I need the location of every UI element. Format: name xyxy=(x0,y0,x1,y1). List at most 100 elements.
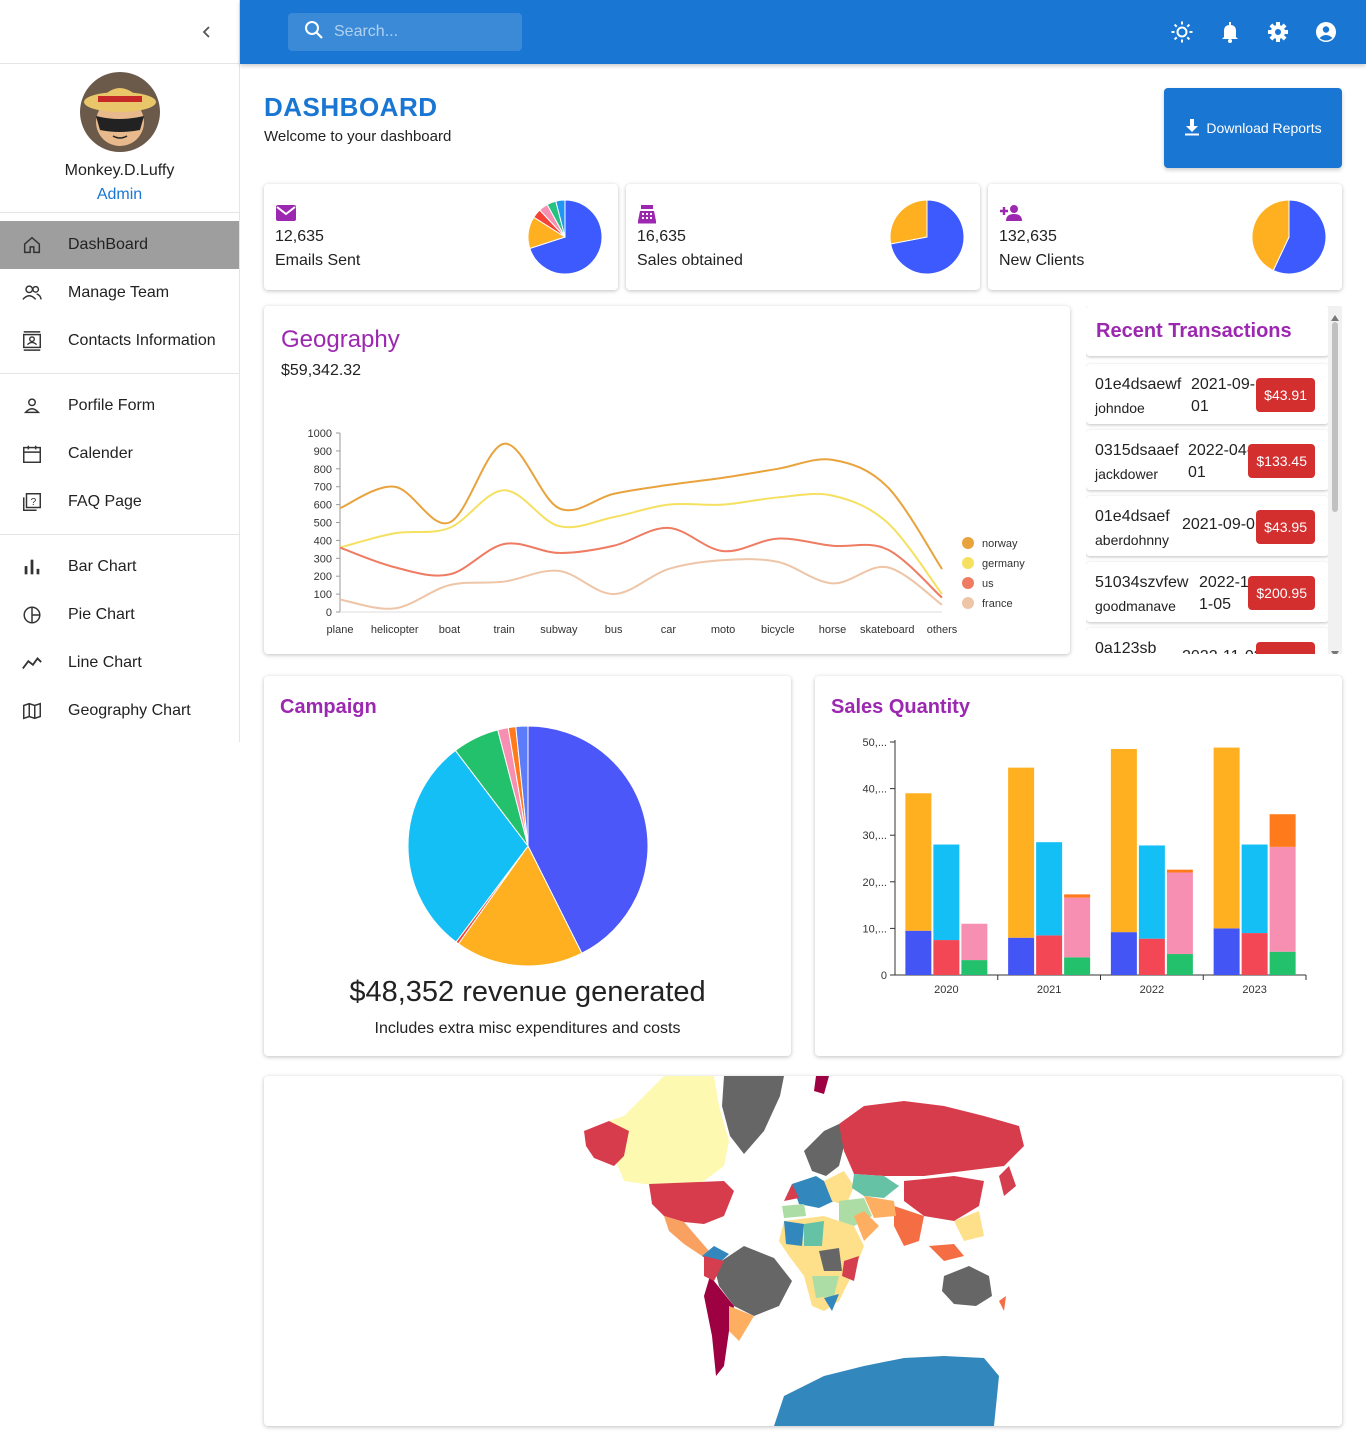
legend-label: us xyxy=(982,578,994,590)
light-mode-icon[interactable] xyxy=(1170,20,1194,44)
x-tick-label: moto xyxy=(711,624,735,636)
sidebar-item-label: DashBoard xyxy=(68,236,149,253)
avatar xyxy=(79,72,160,152)
transaction-row[interactable]: 51034szvfew goodmanave 2022-11-05 $200.9… xyxy=(1086,562,1329,622)
sidebar-item-label: Porfile Form xyxy=(68,397,156,414)
transactions-scrollbar[interactable] xyxy=(1328,306,1342,654)
search-input[interactable] xyxy=(334,23,504,41)
legend-swatch xyxy=(962,557,974,569)
point-of-sale-icon xyxy=(637,204,657,229)
campaign-pie-slice xyxy=(515,725,529,847)
y-tick-label: 0 xyxy=(881,970,887,982)
map-region xyxy=(649,1181,734,1224)
sidebar-item-label: Bar Chart xyxy=(68,558,137,575)
bar-segment xyxy=(1064,894,1091,898)
transaction-date: 2022-04-01 xyxy=(1188,442,1253,481)
stat-value: 132,635 xyxy=(999,228,1057,245)
bar-segment xyxy=(1110,932,1137,975)
line-chart-icon xyxy=(20,651,44,675)
sidebar-item-line-chart[interactable]: Line Chart xyxy=(0,639,239,687)
scroll-up-icon[interactable] xyxy=(1331,308,1339,326)
x-tick-label: bicycle xyxy=(761,624,795,636)
download-reports-button[interactable]: Download Reports xyxy=(1164,88,1342,168)
bar-segment xyxy=(1166,869,1193,873)
map-region xyxy=(784,1184,799,1201)
map-region xyxy=(839,1101,1024,1176)
transaction-date: 2021-09-01 xyxy=(1191,376,1256,415)
sidebar-item-label: Line Chart xyxy=(68,654,142,671)
sidebar-item-calendar[interactable]: Calender xyxy=(0,430,239,478)
sidebar-item-geography-chart[interactable]: Geography Chart xyxy=(0,687,239,735)
transaction-row[interactable]: 0a123sb 2022-11-02 $13.55 xyxy=(1086,628,1329,654)
geography-amount: $59,342.32 xyxy=(281,362,362,379)
bar-segment xyxy=(1241,933,1268,975)
sidebar-item-pie-chart[interactable]: Pie Chart xyxy=(0,591,239,639)
contacts-icon xyxy=(20,329,44,353)
bar-segment xyxy=(1008,767,1035,938)
y-tick-label: 800 xyxy=(314,464,332,476)
bar-segment xyxy=(1166,954,1193,975)
download-reports-label: Download Reports xyxy=(1206,120,1322,136)
account-icon[interactable] xyxy=(1314,20,1338,44)
stat-value: 12,635 xyxy=(275,228,324,245)
map-region xyxy=(702,1246,729,1266)
notifications-icon[interactable] xyxy=(1218,20,1242,44)
transactions-header: Recent Transactions xyxy=(1086,306,1329,356)
sales-bar-chart: 0 10,... 20,... 30,... 40,... 50,... 2020 2021 2… xyxy=(863,737,1307,996)
scroll-down-icon[interactable] xyxy=(1331,644,1339,654)
stat-pie-emails xyxy=(527,199,603,275)
map-region xyxy=(824,1171,854,1206)
y-tick-label: 900 xyxy=(314,446,332,458)
x-tick-label: 2023 xyxy=(1242,984,1266,996)
transaction-row[interactable]: 0315dsaaef jackdower 2022-04-01 $133.45 xyxy=(1086,430,1329,490)
transaction-row[interactable]: 01e4dsaewf johndoe 2021-09-01 $43.91 xyxy=(1086,364,1329,424)
chevron-left-icon[interactable] xyxy=(197,22,217,42)
bar-segment xyxy=(1269,846,1296,952)
bar-segment xyxy=(905,793,932,931)
geography-line-card: Geography $59,342.32 0 100 200 300 400 500 600… xyxy=(264,306,1070,654)
map-region xyxy=(604,1076,729,1186)
map-region xyxy=(804,1221,824,1246)
sidebar-item-profile-form[interactable]: Porfile Form xyxy=(0,382,239,430)
x-tick-label: horse xyxy=(819,624,847,636)
y-tick-label: 400 xyxy=(314,535,332,547)
stat-pie-clients xyxy=(1251,199,1327,275)
search-box[interactable] xyxy=(288,13,522,51)
stat-label: New Clients xyxy=(999,252,1085,269)
line-series-norway xyxy=(339,442,943,570)
bar-segment xyxy=(961,923,988,961)
stat-value: 16,635 xyxy=(637,228,686,245)
stat-card-clients: 132,635 New Clients xyxy=(988,184,1342,290)
settings-icon[interactable] xyxy=(1266,20,1290,44)
sidebar-item-manage-team[interactable]: Manage Team xyxy=(0,269,239,317)
transaction-date: 2021-09-01 xyxy=(1182,516,1264,533)
sidebar-item-label: Geography Chart xyxy=(68,702,191,719)
pie-slice xyxy=(1251,199,1290,272)
y-tick-label: 1000 xyxy=(308,428,332,440)
sidebar-item-dashboard[interactable]: DashBoard xyxy=(0,221,239,269)
x-tick-label: helicopter xyxy=(371,624,419,636)
search-icon xyxy=(304,20,324,45)
help-icon: ? xyxy=(20,490,44,514)
sidebar-item-contacts[interactable]: Contacts Information xyxy=(0,317,239,365)
campaign-title: Campaign xyxy=(280,696,377,718)
bar-segment xyxy=(1064,897,1091,958)
map-region xyxy=(842,1256,859,1281)
calendar-icon xyxy=(20,442,44,466)
map-region xyxy=(792,1176,834,1208)
bar-segment xyxy=(1241,844,1268,934)
scrollbar-thumb[interactable] xyxy=(1332,322,1338,512)
transaction-row[interactable]: 01e4dsaef aberdohnny 2021-09-01 $43.95 xyxy=(1086,496,1329,556)
world-map xyxy=(584,1076,1024,1426)
campaign-pie-chart xyxy=(407,725,649,967)
transaction-user: johndoe xyxy=(1095,400,1145,416)
map-region xyxy=(954,1211,984,1241)
user-role: Admin xyxy=(96,186,143,203)
topbar-actions xyxy=(1170,20,1338,44)
line-series-france xyxy=(339,558,943,610)
sidebar-item-faq[interactable]: ? FAQ Page xyxy=(0,478,239,526)
sidebar-item-bar-chart[interactable]: Bar Chart xyxy=(0,543,239,591)
campaign-pie-slice xyxy=(457,845,583,967)
map-region xyxy=(864,1196,896,1218)
geography-title: Geography xyxy=(281,326,400,353)
